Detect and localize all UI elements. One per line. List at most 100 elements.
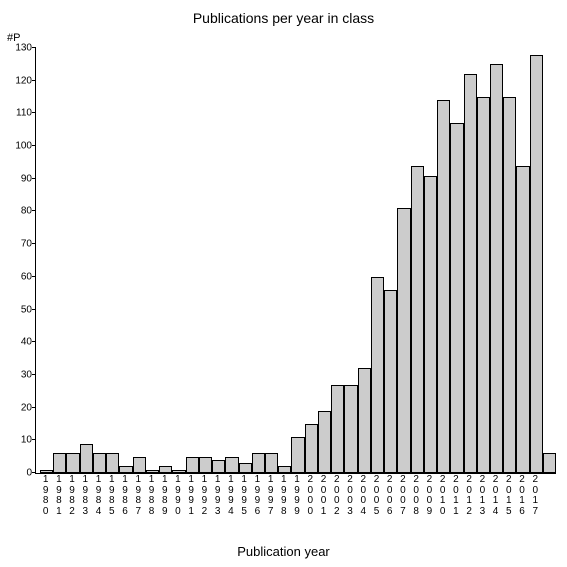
x-tick-label: 2009	[423, 475, 436, 517]
x-tick-label: 2016	[515, 475, 528, 517]
bar	[278, 466, 291, 473]
y-tick-mark	[32, 439, 36, 440]
y-tick-mark	[32, 47, 36, 48]
y-tick-mark	[32, 374, 36, 375]
y-tick-mark	[32, 178, 36, 179]
plot-area: 0102030405060708090100110120130	[35, 48, 556, 474]
bar	[225, 457, 238, 473]
y-tick-label: 130	[15, 43, 36, 54]
bar	[119, 466, 132, 473]
bar	[464, 74, 477, 473]
bar	[305, 424, 318, 473]
chart-container: Publications per year in class #P 010203…	[0, 0, 567, 567]
y-tick-label: 110	[16, 108, 36, 119]
bar	[133, 457, 146, 473]
x-tick-label: 1987	[132, 475, 145, 517]
x-tick-label: 1986	[118, 475, 131, 517]
y-tick-label: 10	[21, 435, 36, 446]
x-tick-label: 2000	[304, 475, 317, 517]
y-tick-label: 120	[15, 75, 36, 86]
bar	[291, 437, 304, 473]
x-tick-label: 1998	[277, 475, 290, 517]
x-tick-label: 2001	[317, 475, 330, 517]
y-tick-mark	[32, 243, 36, 244]
x-tick-label	[542, 475, 555, 517]
x-tick-label: 2007	[396, 475, 409, 517]
bar	[40, 470, 53, 473]
x-tick-label: 2006	[383, 475, 396, 517]
x-tick-label: 1981	[52, 475, 65, 517]
bar	[331, 385, 344, 473]
bar	[450, 123, 463, 473]
x-tick-label: 2015	[502, 475, 515, 517]
x-tick-label: 2017	[529, 475, 542, 517]
y-tick-mark	[32, 276, 36, 277]
bar	[66, 453, 79, 473]
x-tick-label: 1982	[65, 475, 78, 517]
x-tick-label: 2002	[330, 475, 343, 517]
x-tick-label: 1988	[145, 475, 158, 517]
x-tick-label: 1993	[211, 475, 224, 517]
bar	[239, 463, 252, 473]
x-tick-label: 1995	[238, 475, 251, 517]
x-tick-label: 1980	[39, 475, 52, 517]
y-tick-mark	[32, 472, 36, 473]
bar	[318, 411, 331, 473]
y-tick-mark	[32, 112, 36, 113]
bar	[397, 208, 410, 473]
bar	[53, 453, 66, 473]
y-tick-label: 70	[21, 239, 36, 250]
x-tick-label: 1992	[198, 475, 211, 517]
y-tick-label: 40	[21, 337, 36, 348]
bar	[411, 166, 424, 473]
y-tick-label: 60	[21, 271, 36, 282]
x-tick-label: 1984	[92, 475, 105, 517]
bar	[384, 290, 397, 473]
bars-group	[36, 48, 556, 473]
x-tick-label: 1996	[251, 475, 264, 517]
bar	[146, 470, 159, 473]
bar	[344, 385, 357, 473]
x-tick-label: 1985	[105, 475, 118, 517]
y-tick-mark	[32, 341, 36, 342]
bar	[172, 470, 185, 473]
x-tick-label: 2004	[357, 475, 370, 517]
bar	[199, 457, 212, 473]
x-tick-label: 2010	[436, 475, 449, 517]
x-tick-label: 1997	[264, 475, 277, 517]
bar	[212, 460, 225, 473]
bar	[424, 176, 437, 474]
x-tick-label: 1983	[79, 475, 92, 517]
x-tick-label: 2014	[489, 475, 502, 517]
bar	[93, 453, 106, 473]
bar	[252, 453, 265, 473]
bar	[265, 453, 278, 473]
bar	[437, 100, 450, 473]
x-tick-label: 2008	[410, 475, 423, 517]
x-tick-label: 2011	[449, 475, 462, 517]
x-tick-label: 1989	[158, 475, 171, 517]
y-tick-label: 90	[21, 173, 36, 184]
x-tick-label: 2003	[343, 475, 356, 517]
x-tick-label: 2005	[370, 475, 383, 517]
y-tick-mark	[32, 407, 36, 408]
bar	[186, 457, 199, 473]
x-tick-label: 2013	[476, 475, 489, 517]
x-tick-label: 1990	[171, 475, 184, 517]
x-tick-label: 2012	[463, 475, 476, 517]
bar	[159, 466, 172, 473]
x-axis-title: Publication year	[0, 544, 567, 559]
chart-title: Publications per year in class	[0, 10, 567, 26]
y-tick-mark	[32, 210, 36, 211]
bar	[358, 368, 371, 473]
y-tick-label: 80	[21, 206, 36, 217]
y-tick-label: 30	[21, 369, 36, 380]
bar	[477, 97, 490, 473]
bar	[516, 166, 529, 473]
y-tick-mark	[32, 309, 36, 310]
y-tick-label: 20	[21, 402, 36, 413]
bar	[530, 55, 543, 473]
y-tick-label: 100	[15, 141, 36, 152]
x-labels-group: 1980198119821983198419851986198719881989…	[35, 475, 555, 517]
bar	[371, 277, 384, 473]
